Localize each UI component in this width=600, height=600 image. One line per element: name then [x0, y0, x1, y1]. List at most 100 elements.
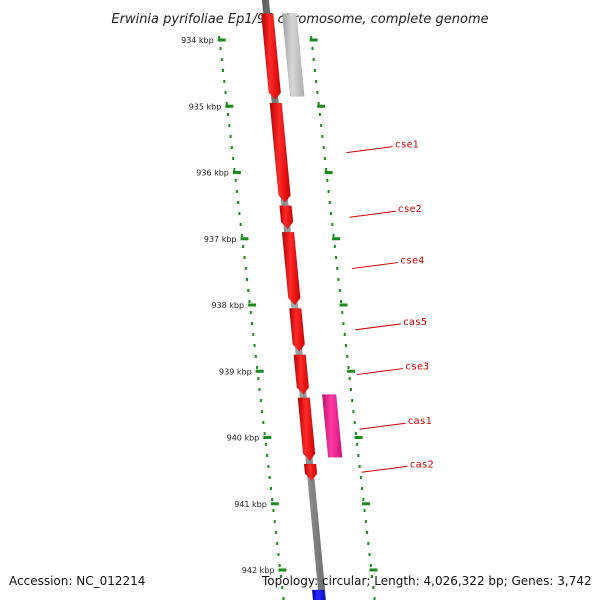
- scale-dot-left: [219, 47, 222, 50]
- scale-tick-label: 940 kbp: [227, 434, 260, 443]
- scale-tick-left: [225, 104, 234, 108]
- scale-dot-left: [224, 91, 227, 94]
- scale-dot-right: [321, 135, 324, 138]
- gene-label-leader: [356, 368, 404, 376]
- scale-dot-right: [341, 311, 344, 314]
- scale-dot-right: [317, 102, 320, 105]
- scale-dot-right: [346, 355, 349, 358]
- scale-dot-right: [320, 124, 323, 127]
- scale-dot-right: [344, 344, 347, 347]
- scale-dot-right: [333, 245, 336, 248]
- scale-dot-left: [259, 399, 262, 402]
- gene-features: [260, 13, 343, 600]
- scale-tick-right: [362, 502, 371, 506]
- scale-dot-left: [248, 300, 251, 303]
- scale-dot-right: [310, 36, 313, 39]
- scale-dot-right: [372, 586, 375, 589]
- scale-tick-label: 938 kbp: [211, 301, 244, 310]
- scale-dot-left: [238, 212, 241, 215]
- scale-tick-left: [255, 369, 264, 373]
- scale-dot-right: [342, 322, 345, 325]
- scale-tick-left: [232, 171, 241, 174]
- scale-dot-left: [273, 520, 276, 523]
- scale-dot-left: [278, 564, 281, 567]
- scale-dot-right: [357, 454, 360, 457]
- gene-label-leader: [354, 323, 401, 331]
- scale-dot-right: [373, 597, 376, 600]
- gene-label-cas2[interactable]: cas2: [410, 459, 434, 470]
- scale-dot-right: [356, 443, 359, 446]
- scale-tick-label: 935 kbp: [189, 102, 222, 111]
- scale-dot-left: [263, 432, 266, 435]
- scale-dot-left: [228, 124, 231, 127]
- scale-tick-left: [240, 237, 249, 241]
- scale-dot-right: [330, 212, 333, 215]
- gene-cas2[interactable]: [303, 463, 318, 481]
- gene-feature-forward[interactable]: [260, 13, 282, 101]
- scale-dot-right: [315, 80, 318, 83]
- gene-labels: cse1 cse2 cse4 cas5 cse3 cas1 cas2: [346, 140, 434, 473]
- gene-label-cse2[interactable]: cse2: [398, 204, 422, 215]
- scale-dot-left: [235, 190, 238, 193]
- gene-cas1[interactable]: [297, 397, 316, 462]
- scale-dot-left: [271, 498, 274, 501]
- gene-feature-blue[interactable]: [311, 589, 326, 600]
- scale-dot-left: [282, 597, 285, 600]
- scale-tick-right: [324, 171, 333, 174]
- scale-dot-left: [269, 487, 272, 490]
- scale-dot-left: [281, 586, 284, 589]
- gene-cse1[interactable]: [269, 102, 291, 203]
- gene-label-leader: [361, 465, 408, 473]
- gene-label-cse4[interactable]: cse4: [400, 256, 424, 267]
- scale-tick-label: 934 kbp: [181, 36, 214, 45]
- scale-dot-left: [274, 531, 277, 534]
- scale-tick-label: 936 kbp: [196, 169, 229, 178]
- scale-dot-right: [347, 366, 350, 369]
- scale-dot-left: [240, 234, 243, 237]
- gene-cas5[interactable]: [289, 308, 305, 352]
- scale-dot-left: [233, 168, 236, 171]
- scale-tick-right: [347, 369, 356, 373]
- scale-dot-left: [267, 465, 270, 468]
- gene-cse3[interactable]: [293, 354, 310, 395]
- gene-cse2[interactable]: [279, 205, 294, 230]
- scale-dot-right: [316, 91, 319, 94]
- scale-tick-left: [270, 502, 279, 506]
- gene-label-leader: [346, 146, 393, 154]
- accession-text: Accession: NC_012214: [9, 574, 146, 588]
- scale-dots: [218, 36, 376, 600]
- scale-dot-right: [322, 146, 325, 149]
- scale-dot-right: [313, 69, 316, 72]
- scale-dot-right: [311, 47, 314, 50]
- scale-dot-right: [338, 289, 341, 292]
- scale-dot-left: [242, 245, 245, 248]
- scale-dot-right: [367, 542, 370, 545]
- scale-dot-left: [261, 410, 264, 413]
- scale-tick-left: [278, 568, 287, 572]
- gene-feature-pink[interactable]: [321, 394, 343, 458]
- gene-label-cas1[interactable]: cas1: [408, 416, 432, 427]
- gene-label-leader: [349, 210, 396, 218]
- scale-dot-right: [368, 553, 371, 556]
- scale-dot-right: [323, 157, 326, 160]
- scale-tick-right: [332, 237, 341, 241]
- gene-feature-other[interactable]: [281, 13, 305, 97]
- gene-label-cas5[interactable]: cas5: [403, 317, 427, 328]
- gene-label-cse3[interactable]: cse3: [405, 362, 429, 373]
- scale-dot-right: [371, 575, 374, 578]
- gene-label-leader: [359, 422, 406, 430]
- scale-dot-left: [237, 201, 240, 204]
- scale-dot-right: [332, 234, 335, 237]
- scale-dot-right: [327, 190, 330, 193]
- scale-dot-right: [354, 432, 357, 435]
- scale-tick-right: [309, 38, 318, 42]
- scale-dot-left: [264, 443, 267, 446]
- gene-cse4[interactable]: [281, 231, 301, 306]
- scale-dot-left: [247, 289, 250, 292]
- scale-dot-right: [337, 278, 340, 281]
- scale-dot-left: [262, 421, 265, 424]
- scale-dot-right: [352, 410, 355, 413]
- gene-label-cse1[interactable]: cse1: [395, 140, 419, 151]
